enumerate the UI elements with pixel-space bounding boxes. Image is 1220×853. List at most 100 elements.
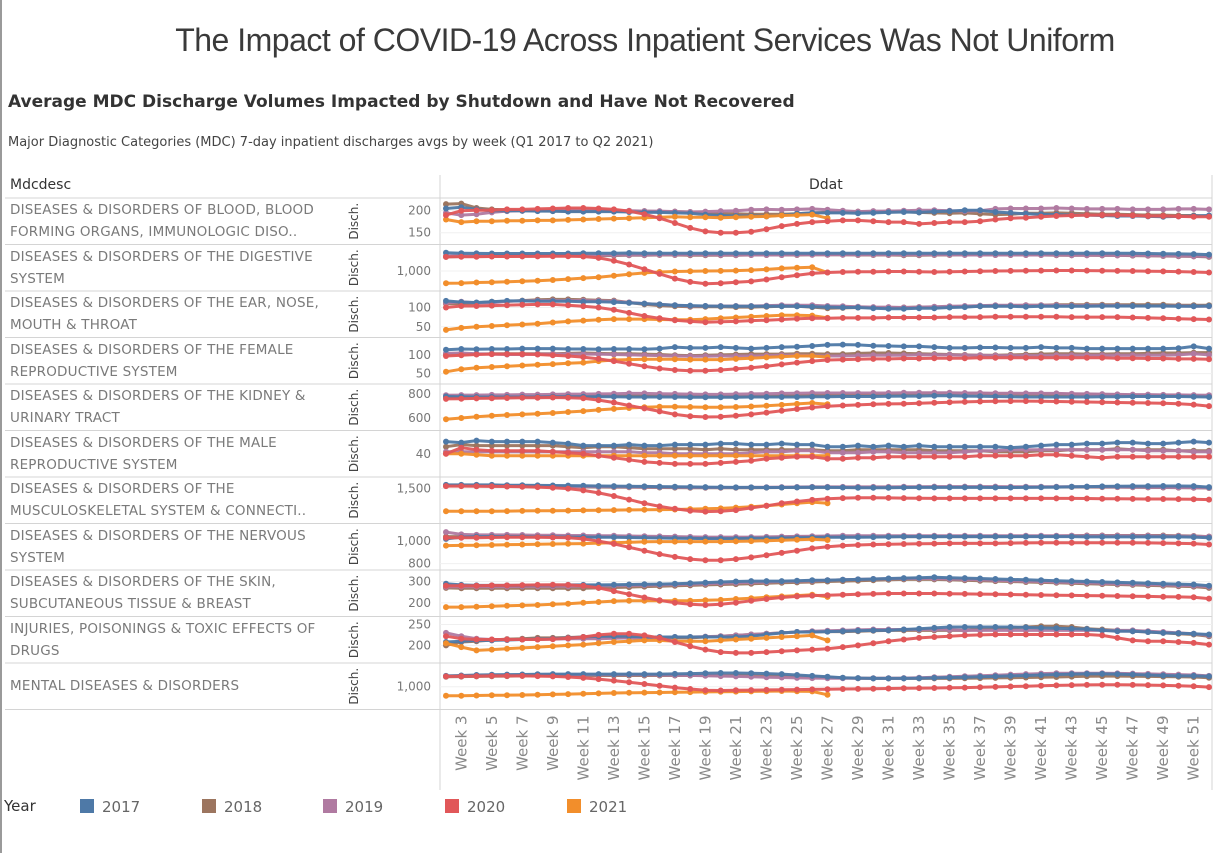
data-point-2020: [961, 540, 968, 547]
data-point-2019: [1206, 206, 1212, 213]
data-point-2020: [794, 315, 800, 322]
data-point-2020: [1083, 453, 1090, 460]
data-point-2021: [580, 690, 587, 697]
data-point-2021: [687, 214, 694, 221]
data-point-2020: [824, 495, 831, 502]
data-point-2020: [809, 315, 816, 322]
data-point-2020: [519, 206, 526, 213]
data-point-2021: [565, 409, 572, 415]
data-point-2017: [1053, 394, 1060, 400]
data-point-2017: [763, 484, 770, 491]
data-point-2020: [855, 542, 861, 548]
data-point-2021: [671, 403, 678, 410]
data-point-2021: [488, 542, 495, 548]
data-point-2017: [504, 297, 510, 304]
data-point-2020: [702, 460, 709, 467]
x-tick-label: Week 23: [757, 716, 775, 781]
data-point-2021: [473, 364, 480, 371]
legend-item-2017[interactable]: 2017: [80, 798, 140, 816]
data-point-2020: [1175, 315, 1182, 322]
x-tick-label: Week 29: [849, 716, 867, 781]
data-point-2017: [931, 250, 938, 257]
data-point-2017: [946, 208, 953, 215]
y-axis-title: Disch.: [347, 575, 361, 612]
data-point-2017: [1053, 625, 1060, 632]
data-point-2021: [717, 356, 724, 363]
data-point-2017: [1145, 672, 1151, 678]
data-point-2017: [1022, 443, 1029, 450]
data-point-2017: [794, 343, 800, 350]
legend-item-2021[interactable]: 2021: [567, 798, 627, 816]
data-point-2019: [1053, 205, 1060, 211]
data-point-2020: [1083, 592, 1090, 599]
data-point-2020: [504, 206, 510, 213]
data-point-2021: [794, 353, 800, 359]
data-point-2020: [565, 581, 572, 588]
data-point-2021: [488, 279, 495, 286]
data-point-2020: [443, 304, 449, 311]
data-point-2017: [961, 575, 968, 582]
data-point-2021: [534, 452, 541, 459]
legend-item-2020[interactable]: 2020: [445, 798, 505, 816]
data-point-2020: [778, 316, 785, 323]
data-point-2017: [732, 440, 739, 447]
row-label: DISEASES & DISORDERS OF THE KIDNEY & URI…: [10, 388, 306, 426]
data-point-2020: [1053, 682, 1060, 689]
data-point-2020: [1083, 631, 1090, 638]
data-point-2017: [992, 303, 999, 310]
data-point-2020: [870, 590, 877, 597]
legend-item-2018[interactable]: 2018: [202, 798, 262, 816]
data-point-2021: [778, 353, 785, 360]
data-point-2020: [1053, 398, 1060, 405]
data-point-2020: [1114, 453, 1121, 460]
data-point-2020: [626, 679, 633, 686]
series-2021: [443, 536, 831, 549]
data-point-2021: [488, 452, 495, 459]
data-point-2017: [732, 394, 739, 401]
series-2020: [443, 483, 1212, 515]
data-point-2021: [549, 217, 556, 224]
data-point-2021: [549, 601, 556, 608]
data-point-2017: [961, 304, 968, 311]
legend-item-2019[interactable]: 2019: [323, 798, 383, 816]
data-point-2017: [1099, 533, 1106, 540]
data-point-2018: [732, 446, 739, 453]
data-point-2019: [626, 351, 633, 358]
data-point-2020: [870, 218, 877, 225]
y-axis-title: Disch.: [347, 342, 361, 379]
data-point-2020: [824, 592, 831, 599]
data-point-2020: [778, 274, 785, 281]
data-point-2020: [641, 547, 648, 554]
data-point-2017: [1099, 440, 1106, 447]
data-point-2021: [549, 410, 556, 416]
data-point-2017: [931, 624, 938, 631]
data-point-2017: [900, 533, 907, 540]
data-point-2021: [580, 641, 587, 648]
data-point-2020: [488, 672, 495, 679]
data-point-2017: [1083, 670, 1090, 677]
data-point-2017: [473, 346, 480, 353]
x-tick-label: Week 25: [788, 716, 806, 781]
data-point-2017: [671, 483, 678, 490]
data-point-2017: [1007, 576, 1014, 583]
data-point-2017: [1007, 209, 1014, 216]
data-point-2017: [443, 346, 449, 353]
data-point-2017: [1129, 533, 1136, 540]
data-point-2020: [1083, 539, 1090, 546]
data-point-2017: [1022, 394, 1029, 400]
data-point-2021: [595, 274, 602, 281]
data-point-2021: [610, 598, 617, 605]
data-point-2020: [900, 400, 907, 407]
data-point-2020: [717, 229, 724, 236]
data-point-2017: [626, 483, 633, 490]
data-point-2017: [610, 671, 617, 678]
data-point-2020: [748, 554, 755, 561]
data-point-2019: [1038, 446, 1045, 453]
data-point-2021: [702, 356, 709, 363]
data-point-2017: [595, 298, 602, 305]
data-point-2020: [565, 635, 572, 642]
data-point-2017: [1114, 628, 1121, 635]
data-point-2020: [504, 483, 510, 490]
data-point-2019: [748, 206, 755, 213]
data-point-2020: [855, 401, 861, 408]
